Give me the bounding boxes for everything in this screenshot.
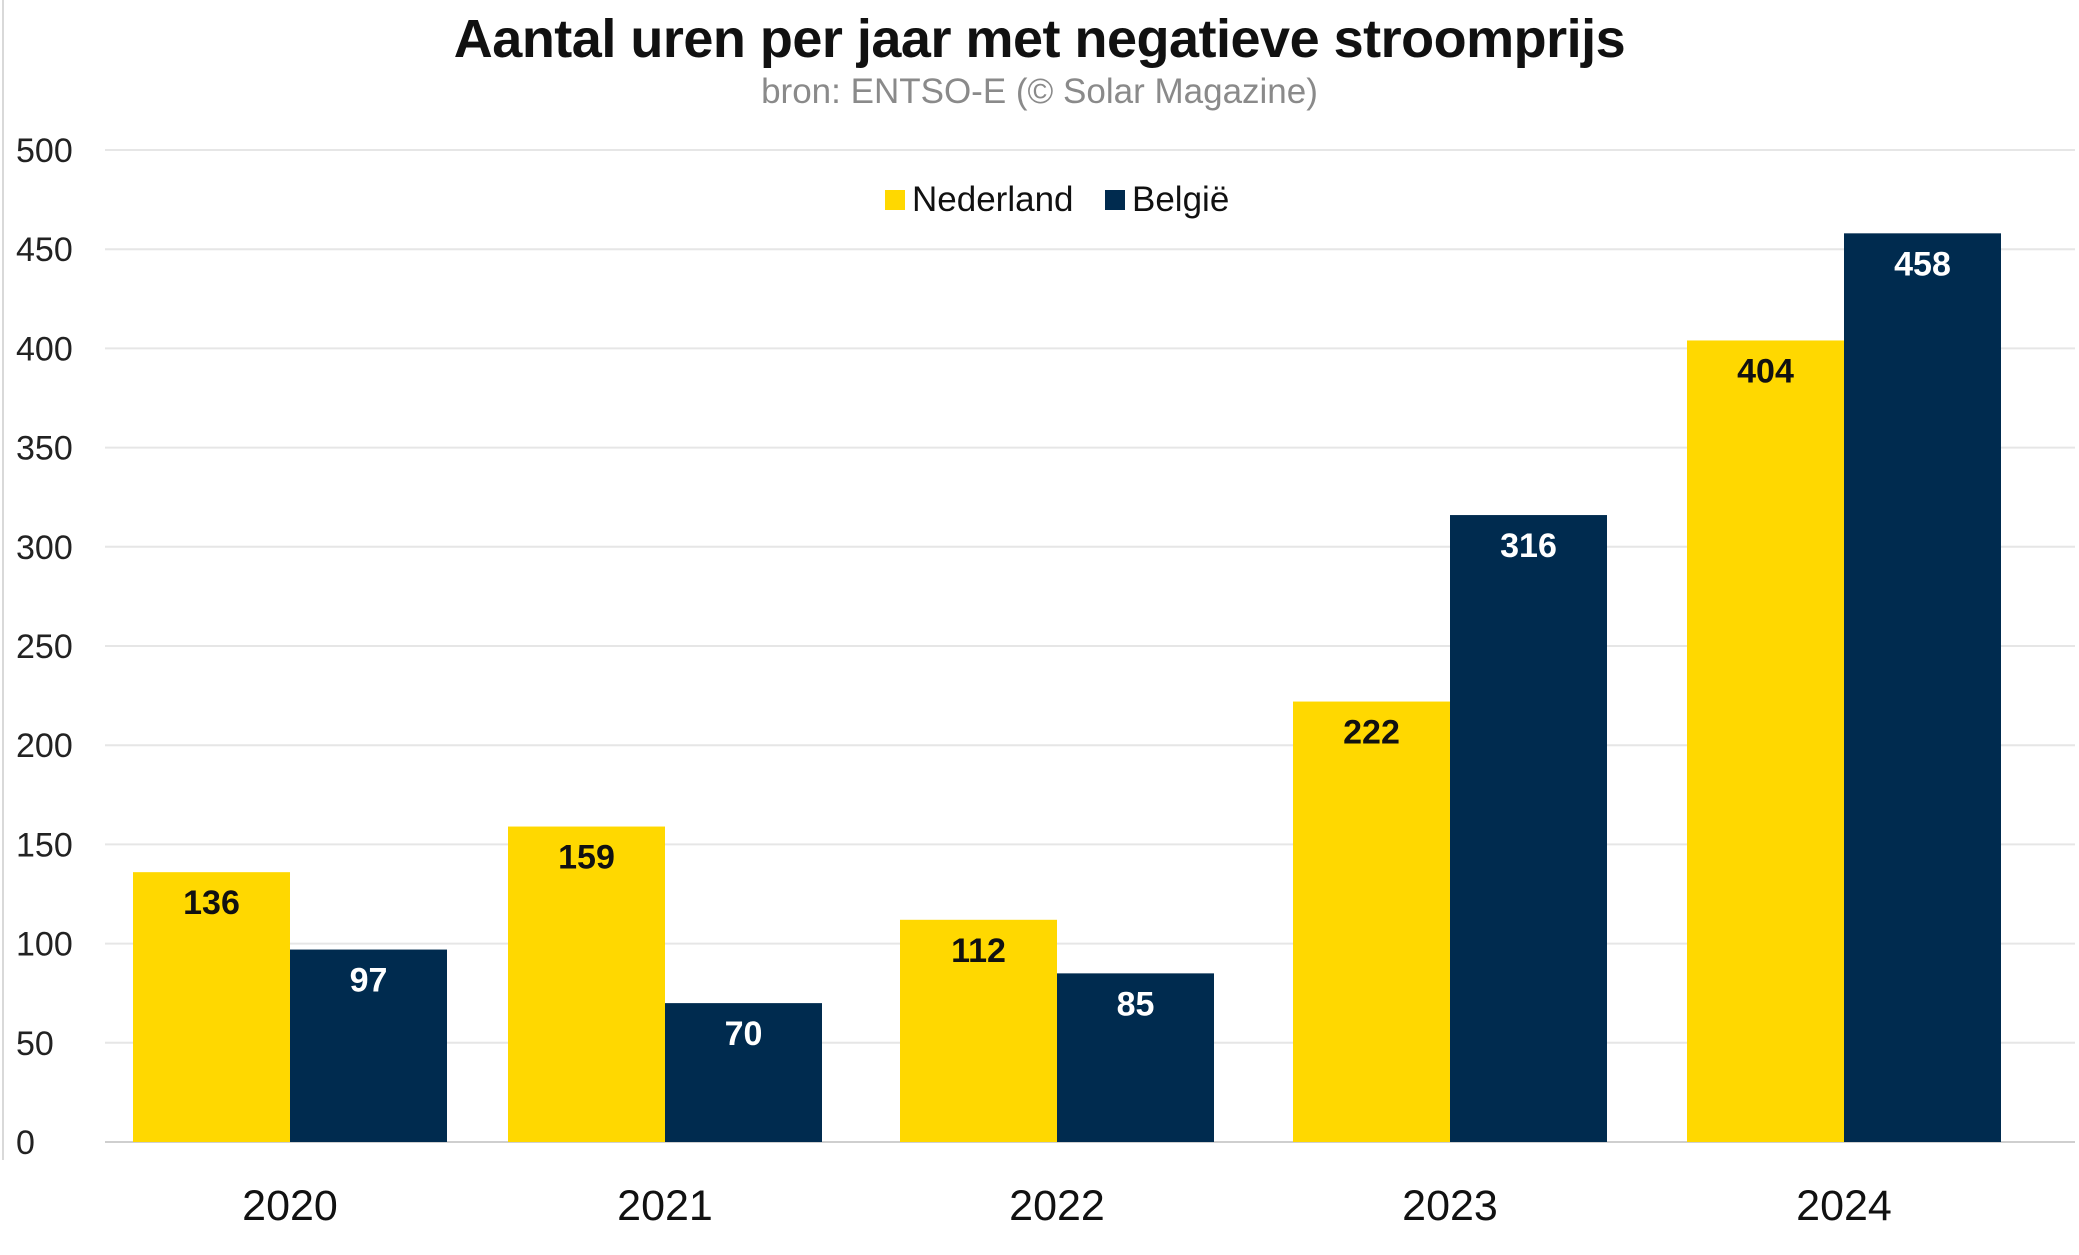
- bar-nederland-2023: [1293, 701, 1450, 1142]
- y-axis: 0 50 100 150 200 250 300 350 400 450 500: [16, 132, 73, 1162]
- y-tick-label: 200: [16, 727, 73, 765]
- bars: [133, 233, 2001, 1142]
- bar-nederland-2022: [900, 919, 1057, 1142]
- y-tick-label: 400: [16, 330, 73, 368]
- data-labels: 136 97 159 70 112 85 222 316 404 458: [183, 245, 1951, 1053]
- x-tick-label: 2023: [1402, 1182, 1498, 1230]
- x-tick-label: 2022: [1009, 1182, 1105, 1230]
- y-tick-label: 100: [16, 926, 73, 964]
- y-tick-label: 150: [16, 826, 73, 864]
- y-tick-label: 0: [16, 1124, 35, 1162]
- chart-title: Aantal uren per jaar met negatieve stroo…: [453, 9, 1626, 69]
- legend: Nederland België: [885, 180, 1229, 219]
- y-tick-label: 450: [16, 231, 73, 269]
- data-label: 70: [725, 1015, 763, 1053]
- bar-belgi-2023: [1450, 515, 1607, 1142]
- y-tick-label: 300: [16, 529, 73, 567]
- bar-belgi-2024: [1844, 233, 2001, 1142]
- y-tick-label: 350: [16, 430, 73, 468]
- data-label: 97: [350, 962, 388, 1000]
- x-tick-label: 2020: [242, 1182, 338, 1230]
- x-tick-label: 2024: [1796, 1182, 1892, 1230]
- y-tick-label: 250: [16, 628, 73, 666]
- bar-nederland-2024: [1687, 340, 1844, 1142]
- legend-label: België: [1132, 180, 1229, 219]
- x-axis: 2020 2021 2022 2023 2024: [242, 1182, 1892, 1230]
- data-label: 458: [1894, 245, 1951, 283]
- bar-belgi-2021: [665, 1003, 822, 1142]
- y-tick-label: 500: [16, 132, 73, 170]
- x-tick-label: 2021: [617, 1182, 713, 1230]
- data-label: 112: [951, 932, 1006, 970]
- chart-subtitle: bron: ENTSO-E (© Solar Magazine): [761, 72, 1318, 111]
- legend-label: Nederland: [912, 180, 1074, 219]
- data-label: 316: [1500, 527, 1557, 565]
- legend-swatch: [1105, 190, 1125, 210]
- legend-swatch: [885, 190, 905, 210]
- bar-nederland-2020: [133, 872, 290, 1142]
- data-label: 404: [1737, 352, 1794, 390]
- bar-belgi-2022: [1057, 973, 1214, 1142]
- data-label: 222: [1343, 714, 1400, 752]
- left-border: [2, 0, 4, 1160]
- data-label: 159: [558, 839, 615, 877]
- bar-nederland-2021: [508, 826, 665, 1142]
- bar-belgi-2020: [290, 949, 447, 1142]
- data-label: 85: [1117, 985, 1155, 1023]
- y-tick-label: 50: [16, 1025, 54, 1063]
- data-label: 136: [183, 884, 240, 922]
